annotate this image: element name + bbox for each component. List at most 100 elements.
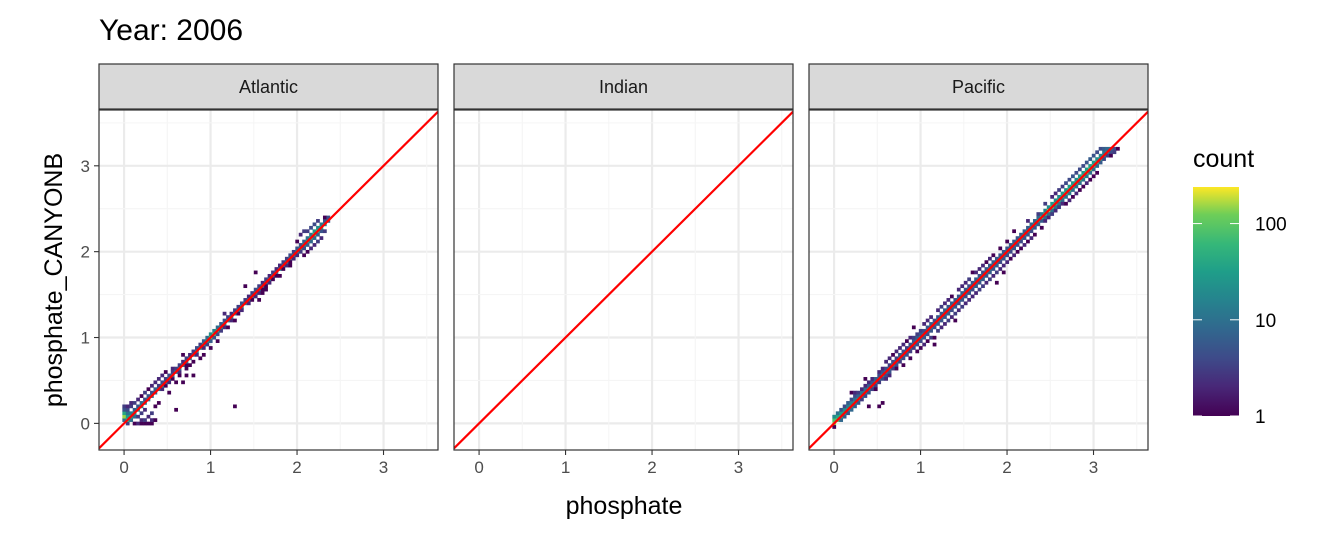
bin-cell bbox=[243, 298, 248, 302]
bin-cell bbox=[139, 418, 144, 422]
bin-cell bbox=[122, 418, 127, 422]
bin-cell bbox=[1057, 205, 1061, 210]
bin-cell bbox=[891, 352, 895, 357]
x-tick-label: 2 bbox=[647, 458, 656, 477]
bin-cell bbox=[222, 325, 227, 330]
bin-cell bbox=[1077, 167, 1082, 172]
bin-cell bbox=[1102, 157, 1106, 161]
bin-cell bbox=[174, 380, 178, 385]
identity-line bbox=[809, 110, 1148, 450]
bin-cell bbox=[309, 225, 313, 230]
bin-cell bbox=[1026, 239, 1030, 244]
bin-cell bbox=[312, 222, 317, 227]
bin-cell bbox=[939, 318, 944, 323]
bin-cell bbox=[922, 328, 927, 333]
bin-cell bbox=[191, 349, 196, 354]
bin-cell bbox=[153, 418, 158, 422]
bin-cell bbox=[156, 377, 161, 381]
bin-cell bbox=[150, 383, 154, 388]
bin-cell bbox=[1064, 181, 1068, 185]
bin-cell bbox=[887, 373, 892, 378]
bin-cell bbox=[898, 359, 902, 364]
facet-strip bbox=[98, 63, 439, 110]
bin-cell bbox=[849, 401, 854, 405]
bin-cell bbox=[125, 411, 130, 416]
bin-cell bbox=[908, 335, 913, 340]
bin-cell bbox=[832, 425, 837, 429]
bin-cell bbox=[936, 328, 940, 333]
bin-cell bbox=[233, 318, 237, 323]
bin-cell bbox=[184, 356, 189, 361]
bin-cell bbox=[246, 294, 251, 299]
bin-cell bbox=[984, 267, 989, 271]
bin-cell bbox=[170, 366, 175, 371]
bin-cell bbox=[988, 256, 992, 261]
bin-cell bbox=[901, 342, 906, 347]
bin-cell bbox=[974, 277, 978, 282]
bin-cell bbox=[1112, 150, 1117, 155]
bin-cell bbox=[156, 401, 161, 405]
bin-cell bbox=[1095, 164, 1100, 168]
bin-cell bbox=[939, 304, 944, 309]
bin-cell bbox=[842, 407, 847, 412]
bin-cell bbox=[1012, 246, 1016, 251]
bin-cell bbox=[904, 352, 909, 357]
bin-cell bbox=[1081, 177, 1086, 182]
bin-cell bbox=[132, 407, 137, 412]
x-tick-label: 2 bbox=[1002, 458, 1011, 477]
bin-cell bbox=[853, 390, 857, 395]
bin-cell bbox=[309, 239, 313, 244]
bin-cell bbox=[977, 267, 982, 271]
bin-cell bbox=[981, 270, 985, 275]
bin-cell bbox=[1102, 146, 1106, 151]
bin-cell bbox=[856, 401, 861, 405]
bin-cell bbox=[998, 246, 1003, 251]
bin-cell bbox=[953, 304, 958, 309]
bin-cell bbox=[1091, 174, 1096, 179]
bin-cell bbox=[278, 263, 282, 268]
bin-cell bbox=[1019, 239, 1023, 244]
bin-cell bbox=[918, 332, 923, 337]
bin-cell bbox=[932, 325, 937, 330]
bin-cell bbox=[911, 325, 916, 330]
bin-cell bbox=[1060, 191, 1065, 196]
bin-cell bbox=[132, 421, 137, 426]
bin-cell bbox=[1043, 208, 1048, 213]
bin-cell bbox=[963, 280, 968, 285]
bin-cell bbox=[1095, 157, 1100, 161]
bin-cell bbox=[1039, 219, 1044, 223]
bin-cell bbox=[215, 325, 220, 330]
bin-cell bbox=[281, 260, 286, 264]
bin-cell bbox=[309, 232, 313, 237]
bin-cell bbox=[160, 387, 165, 392]
bin-cell bbox=[150, 390, 154, 395]
bin-cell bbox=[167, 373, 172, 378]
bin-cell bbox=[967, 298, 972, 302]
bin-cell bbox=[1008, 243, 1013, 247]
bin-cell bbox=[153, 404, 158, 409]
bin-cell bbox=[977, 287, 982, 292]
bin-cell bbox=[974, 284, 978, 289]
bin-cell bbox=[143, 397, 147, 402]
bin-cell bbox=[146, 421, 151, 426]
bin-cell bbox=[212, 335, 217, 340]
bin-cell bbox=[1067, 177, 1072, 182]
bin-cell bbox=[1091, 167, 1096, 172]
bin-cell bbox=[257, 298, 262, 302]
bin-cell bbox=[998, 267, 1003, 271]
bin-cell bbox=[136, 397, 140, 402]
bin-cell bbox=[866, 380, 871, 385]
bin-cell bbox=[122, 414, 127, 419]
bin-cell bbox=[219, 328, 223, 333]
bin-cell bbox=[201, 339, 206, 343]
bin-cell bbox=[1029, 222, 1034, 227]
bin-cell bbox=[963, 294, 968, 299]
bin-cell bbox=[160, 380, 165, 385]
bin-cell bbox=[1029, 236, 1034, 240]
bin-cell bbox=[991, 273, 996, 278]
bin-cell bbox=[842, 404, 847, 409]
bin-cell bbox=[1109, 150, 1113, 155]
bin-cell bbox=[143, 390, 147, 395]
bin-cell bbox=[143, 418, 147, 422]
bin-cell bbox=[911, 335, 916, 340]
